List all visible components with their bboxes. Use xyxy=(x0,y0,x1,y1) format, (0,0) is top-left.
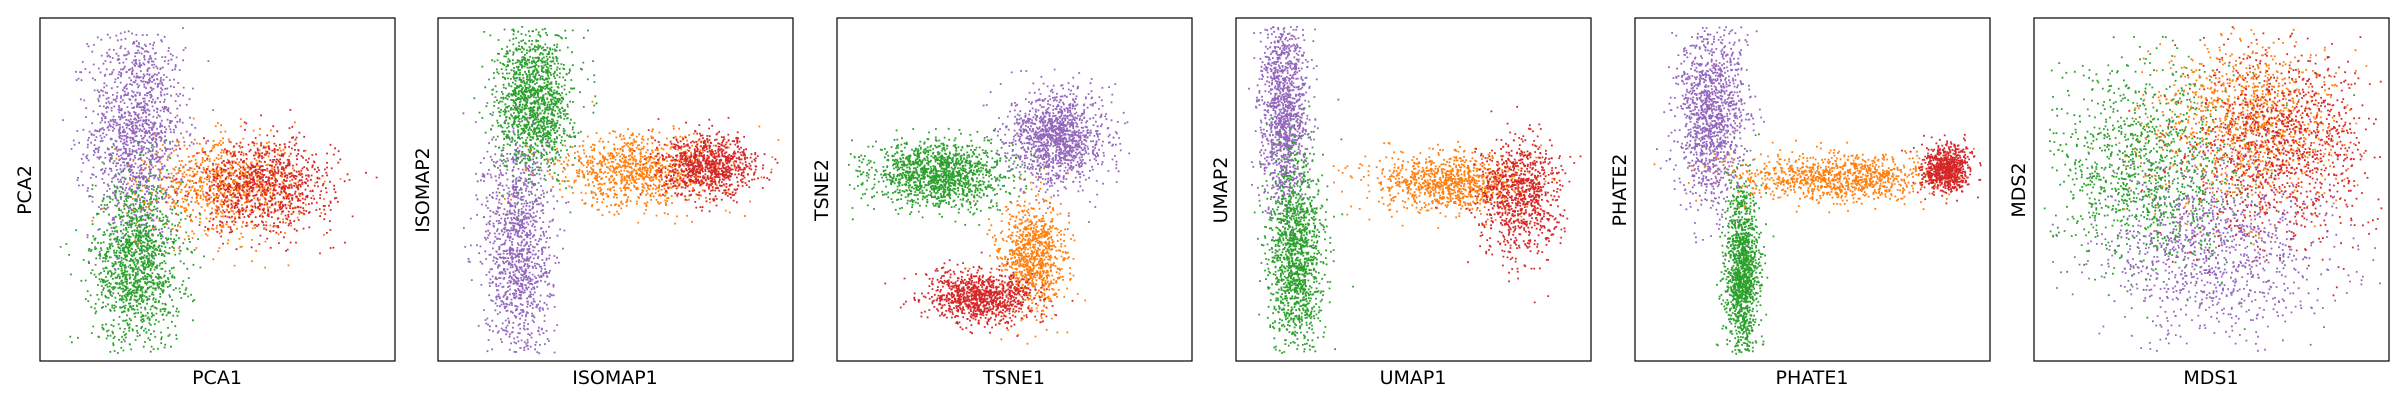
plot-frame-isomap xyxy=(437,17,794,362)
x-axis-label-phate: PHATE1 xyxy=(1776,367,1849,389)
scatter-points-phate-green xyxy=(1715,133,1775,355)
scatter-points-tsne-orange xyxy=(968,167,1087,345)
scatter-points-pca xyxy=(59,27,378,354)
x-axis-label-pca: PCA1 xyxy=(192,367,242,389)
scatter-points-phate xyxy=(1653,26,1982,355)
scatter-points-pca-purple xyxy=(59,27,214,343)
panel-isomap: ISOMAP1 ISOMAP2 xyxy=(412,17,794,389)
scatter-points-tsne xyxy=(848,68,1131,345)
scatter-points-mds-green xyxy=(2043,36,2356,330)
scatter-points-isomap-purple xyxy=(462,64,570,355)
y-axis-label-isomap: ISOMAP2 xyxy=(412,147,434,233)
plot-frame-pca xyxy=(39,17,396,362)
scatter-series-isomap-orange xyxy=(504,100,780,225)
y-axis-label-mds: MDS2 xyxy=(2008,162,2030,217)
scatter-series-isomap-green xyxy=(473,26,598,220)
scatter-series-umap-green xyxy=(1253,98,1354,354)
scatter-points-phate-purple xyxy=(1656,26,1765,258)
scatter-series-umap-orange xyxy=(1332,139,1556,229)
scatter-series-pca-purple xyxy=(59,27,214,343)
panel-phate: PHATE1 PHATE2 xyxy=(1609,17,1991,389)
scatter-series-mds-green xyxy=(2043,36,2356,330)
scatter-points-isomap-red xyxy=(633,117,779,213)
scatter-points-umap-green xyxy=(1253,98,1354,354)
scatter-points-mds xyxy=(2043,26,2383,352)
scatter-series-phate-green xyxy=(1715,133,1775,355)
scatter-points-mds-purple xyxy=(2051,86,2381,352)
scatter-points-umap-purple xyxy=(1248,26,1319,291)
scatter-series-tsne-green xyxy=(848,127,1043,226)
scatter-points-pca-green xyxy=(65,139,218,354)
scatter-points-tsne-purple xyxy=(982,68,1131,230)
scatter-series-isomap-red xyxy=(633,117,779,213)
plot-frame-phate xyxy=(1634,17,1991,362)
plot-frame-tsne xyxy=(836,17,1193,362)
scatter-points-isomap xyxy=(462,26,780,355)
plot-frame-mds xyxy=(2033,17,2390,362)
x-axis-label-mds: MDS1 xyxy=(2183,367,2238,389)
y-axis-label-umap: UMAP2 xyxy=(1210,157,1232,224)
scatter-points-isomap-green xyxy=(473,26,598,220)
scatter-series-tsne-orange xyxy=(968,167,1087,345)
panel-pca: PCA1 PCA2 xyxy=(14,17,396,389)
y-axis-label-phate: PHATE2 xyxy=(1609,154,1631,227)
scatter-series-mds-purple xyxy=(2051,86,2381,352)
x-axis-label-umap: UMAP1 xyxy=(1380,367,1447,389)
scatter-points-umap-orange xyxy=(1332,139,1556,229)
scatter-points-phate-red xyxy=(1901,133,1982,205)
x-axis-label-isomap: ISOMAP1 xyxy=(572,367,658,389)
panel-umap: UMAP1 UMAP2 xyxy=(1210,17,1592,389)
scatter-series-phate-purple xyxy=(1656,26,1765,258)
scatter-series-pca-green xyxy=(65,139,218,354)
scatter-points-isomap-orange xyxy=(504,100,780,225)
y-axis-label-pca: PCA2 xyxy=(14,165,36,215)
scatter-series-phate-red xyxy=(1901,133,1982,205)
scatter-series-mds-red xyxy=(2128,26,2383,297)
scatter-points-umap xyxy=(1248,26,1582,354)
scatter-points-umap-red xyxy=(1435,105,1582,304)
scatter-series-umap-red xyxy=(1435,105,1582,304)
x-axis-label-tsne: TSNE1 xyxy=(982,367,1045,389)
panel-mds: MDS1 MDS2 xyxy=(2008,17,2390,389)
scatter-series-tsne-red xyxy=(884,251,1074,337)
panel-tsne: TSNE1 TSNE2 xyxy=(811,17,1193,389)
y-axis-label-tsne: TSNE2 xyxy=(811,159,833,222)
scatter-points-tsne-green xyxy=(848,127,1043,226)
scatter-points-tsne-red xyxy=(884,251,1074,337)
scatter-points-mds-red xyxy=(2128,26,2383,297)
plot-frame-umap xyxy=(1235,17,1592,362)
scatter-series-umap-purple xyxy=(1248,26,1319,291)
scatter-series-tsne-purple xyxy=(982,68,1131,230)
scatter-series-isomap-purple xyxy=(462,64,570,355)
